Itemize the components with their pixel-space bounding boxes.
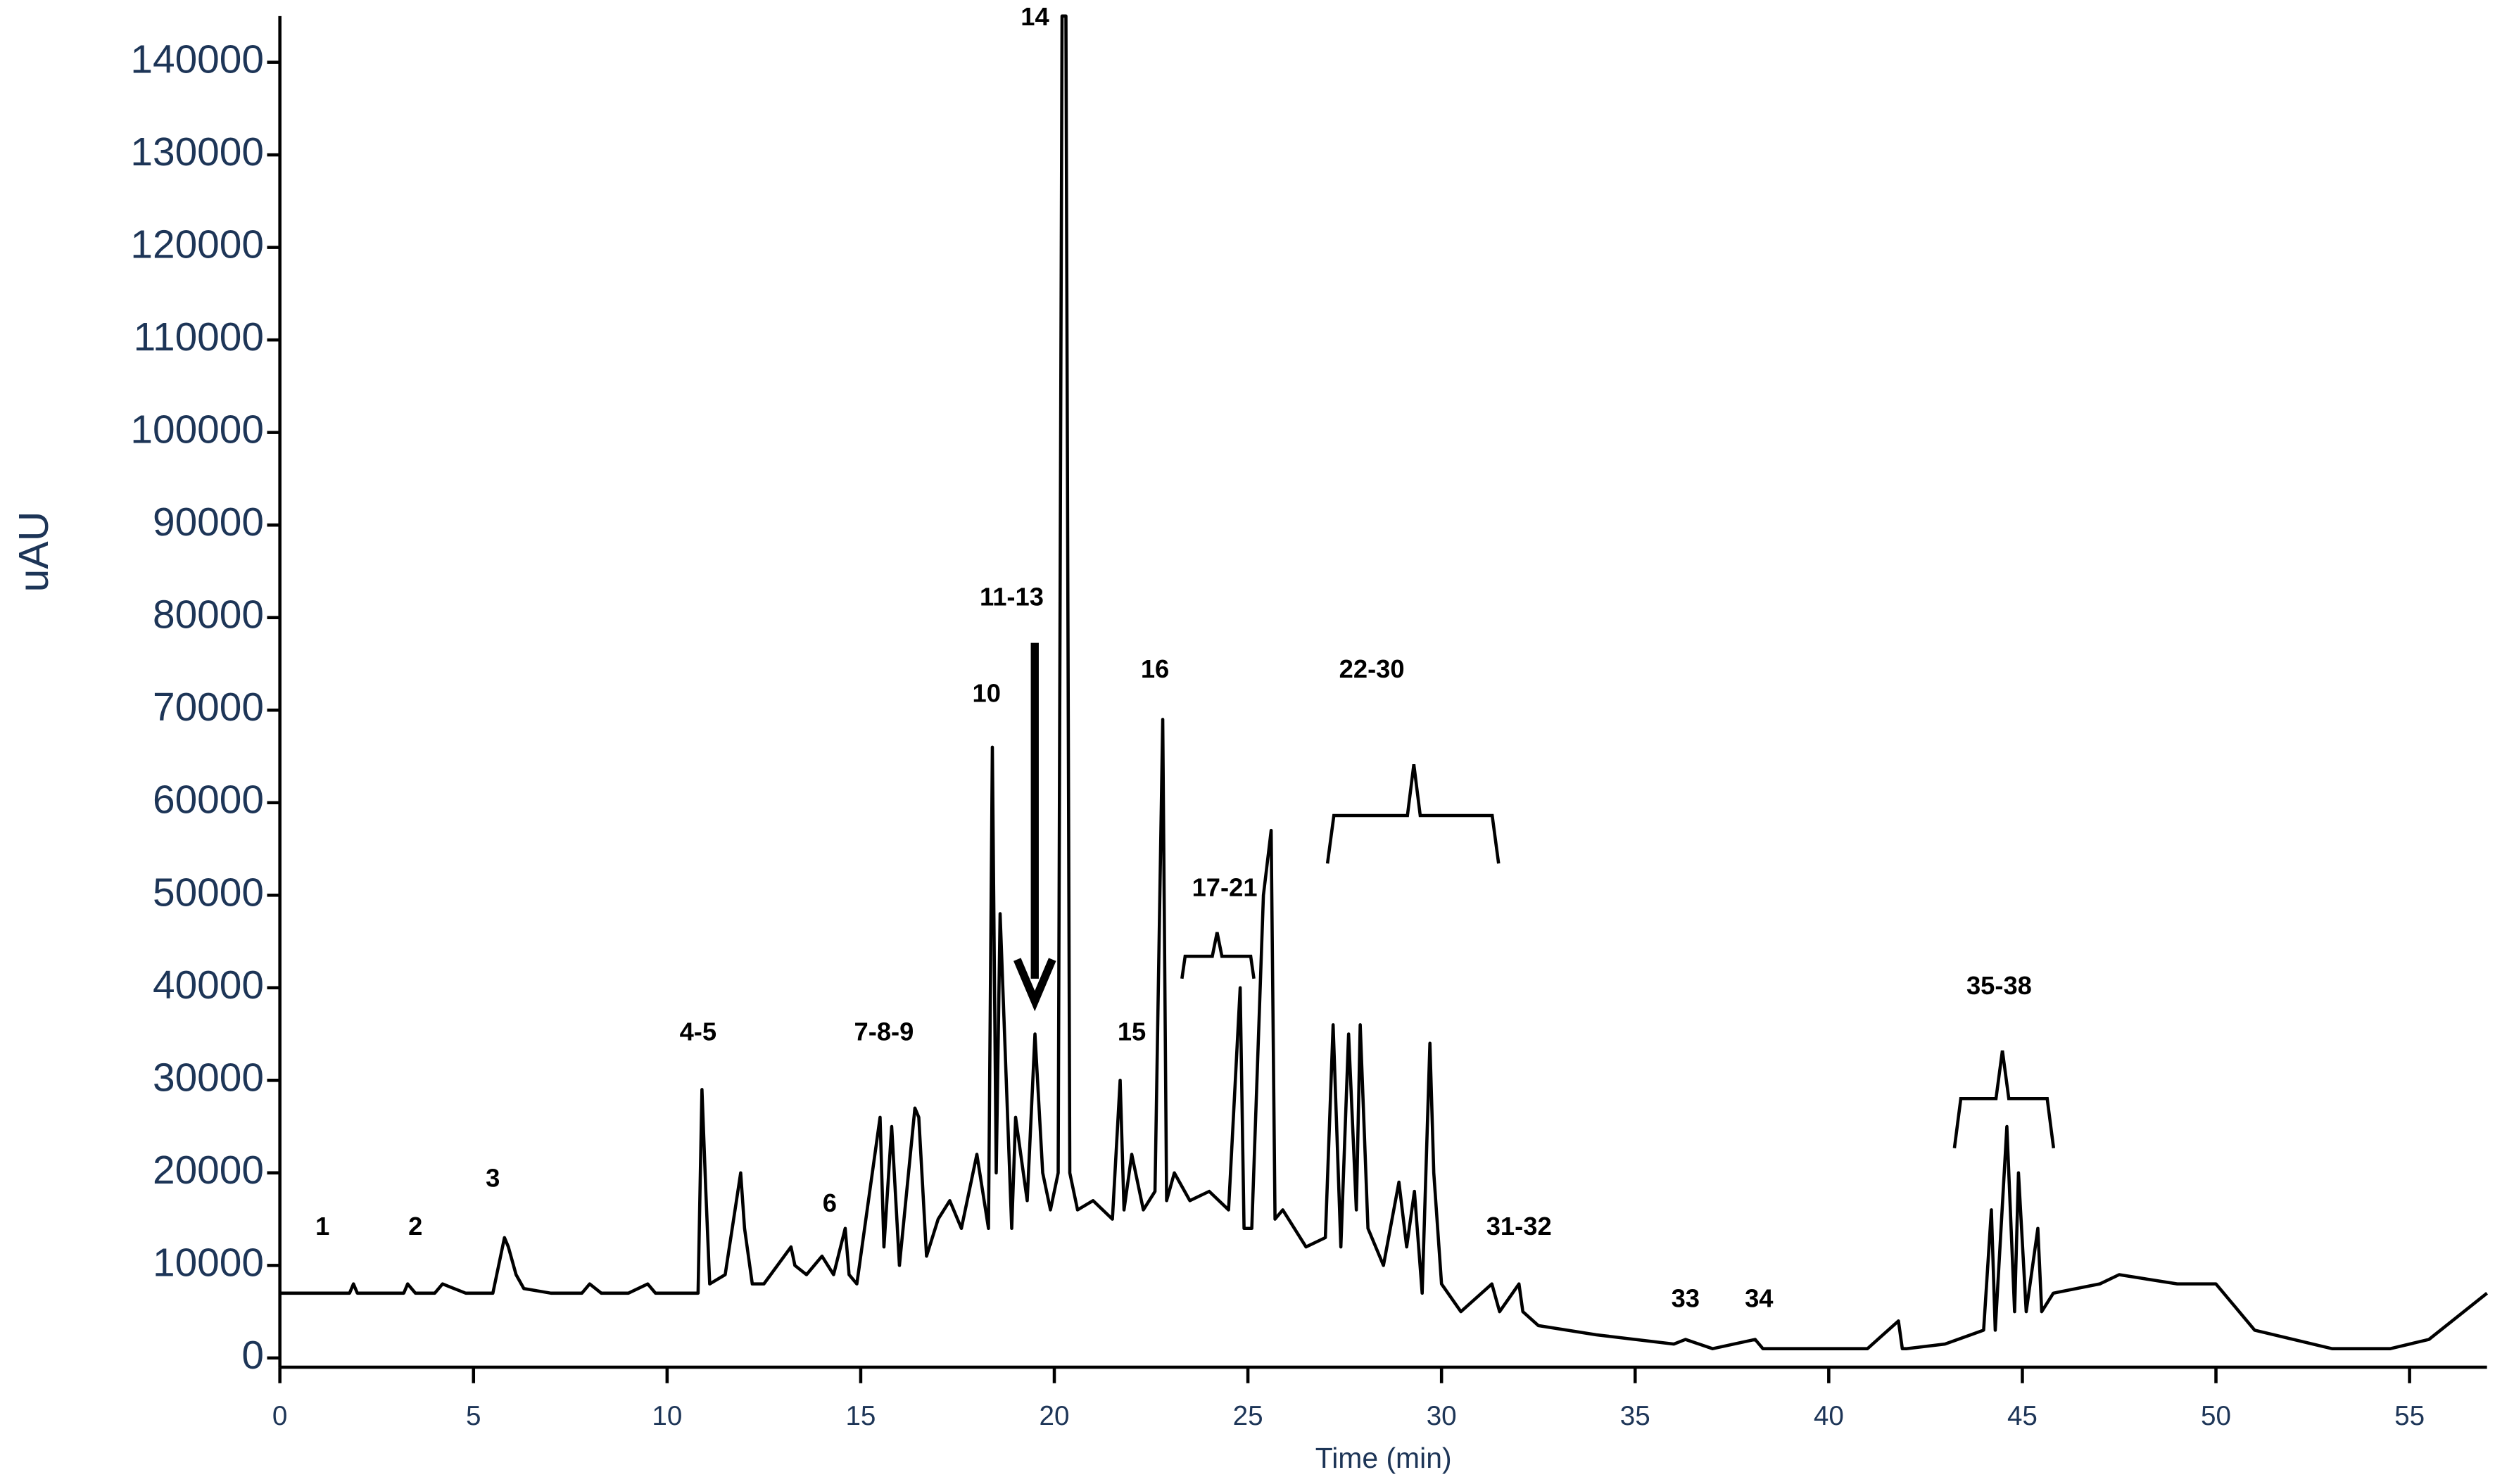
x-tick-label: 20 [1040, 1401, 1070, 1431]
annotation-shapes [1013, 642, 2056, 1148]
x-tick-label: 30 [1427, 1401, 1457, 1431]
y-tick-label: 130000 [130, 130, 264, 175]
y-tick-label: 140000 [130, 38, 264, 82]
x-tick-label: 10 [652, 1401, 682, 1431]
brace [1180, 932, 1256, 979]
peak-label: 14 [1021, 2, 1049, 31]
peak-label: 7-8-9 [854, 1017, 914, 1046]
arrow-head [1013, 958, 1056, 1012]
peak-label: 10 [973, 678, 1001, 707]
y-tick-label: 20000 [153, 1148, 264, 1193]
y-tick-label: 30000 [153, 1055, 264, 1100]
y-tick-label: 10000 [153, 1241, 264, 1285]
peak-label: 2 [408, 1212, 422, 1241]
peak-label: 34 [1745, 1284, 1774, 1313]
peak-label: 11-13 [980, 583, 1044, 611]
x-tick-label: 50 [2201, 1401, 2231, 1431]
trace [279, 14, 2489, 1350]
peak-label: 3 [486, 1164, 500, 1193]
brace [1952, 1050, 2056, 1148]
y-tick-label: 120000 [130, 223, 264, 267]
x-tick-label: 45 [2007, 1401, 2038, 1431]
peak-label: 22-30 [1339, 654, 1405, 683]
peak-label: 1 [315, 1212, 329, 1241]
peak-label: 16 [1141, 654, 1169, 683]
x-tick-label: 0 [272, 1401, 287, 1431]
x-axis-label: Time (min) [1315, 1442, 1452, 1474]
y-tick-label: 70000 [153, 685, 264, 730]
y-tick-label: 80000 [153, 593, 264, 638]
x-tick-label: 35 [1620, 1401, 1650, 1431]
peak-label: 33 [1672, 1284, 1700, 1313]
peak-label: 15 [1118, 1017, 1146, 1046]
x-tick-label: 40 [1814, 1401, 1844, 1431]
y-axis-label: uAU [11, 512, 57, 592]
y-tick-label: 40000 [153, 963, 264, 1008]
peak-label: 4-5 [680, 1017, 717, 1046]
x-tick-label: 15 [845, 1401, 876, 1431]
brace [1325, 764, 1501, 864]
peak-label: 31-32 [1486, 1212, 1552, 1241]
y-tick-label: 90000 [153, 500, 264, 545]
peak-label: 17-21 [1192, 873, 1258, 902]
y-tick-label: 50000 [153, 870, 264, 915]
peak-label: 6 [823, 1188, 837, 1217]
x-tick-label: 25 [1233, 1401, 1263, 1431]
y-tick-label: 60000 [153, 778, 264, 823]
y-tick-label: 100000 [130, 408, 264, 452]
peak-label: 35-38 [1966, 971, 2032, 1000]
y-tick-label: 0 [241, 1333, 264, 1378]
y-tick-label: 110000 [134, 315, 264, 360]
x-tick-label: 5 [466, 1401, 481, 1431]
x-tick-label: 55 [2394, 1401, 2425, 1431]
